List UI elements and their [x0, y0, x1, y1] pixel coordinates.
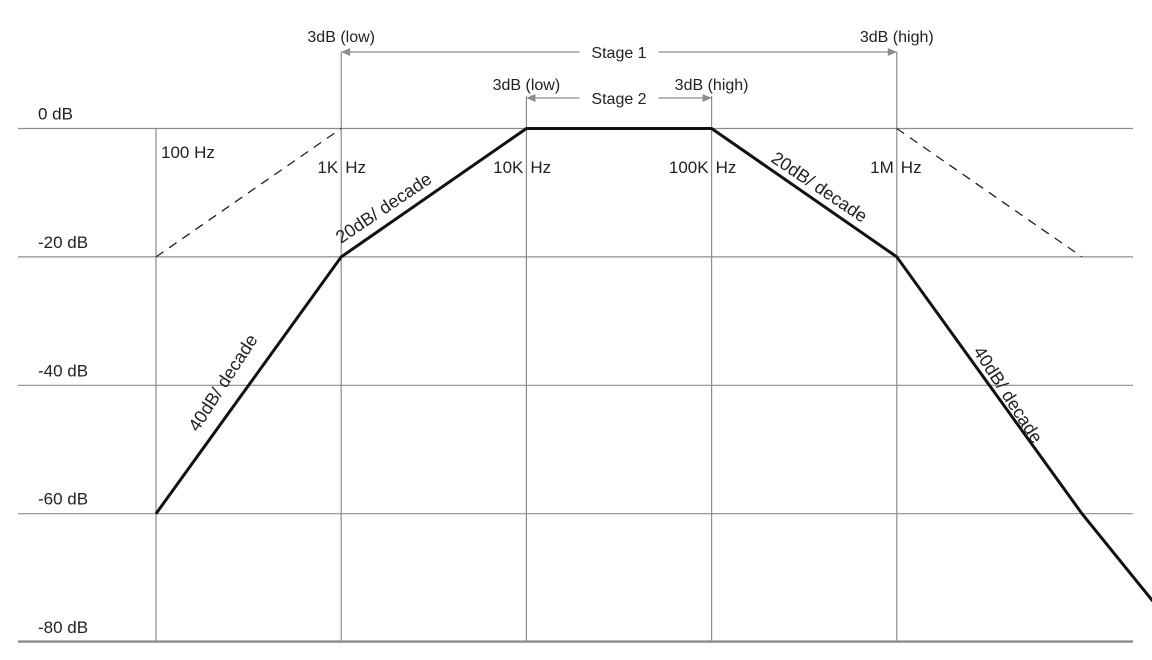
stage1-arrowhead-right: [887, 48, 897, 56]
x-tick-label-unit: Hz: [901, 158, 922, 177]
gridlines: [18, 52, 1133, 643]
y-tick-label: -80 dB: [38, 618, 88, 637]
stage1-arrowhead-left: [341, 48, 351, 56]
y-tick-label: -60 dB: [38, 490, 88, 509]
stage1-label: Stage 1: [591, 45, 646, 62]
asymptote-lines: [155, 127, 1083, 258]
slope-label-right-shallow: 20dB/ decade: [768, 148, 871, 227]
y-axis-labels: 0 dB -20 dB -40 dB -60 dB -80 dB: [38, 105, 88, 638]
x-axis-labels: 100 Hz 1K Hz 10K Hz 100K Hz 1M Hz: [161, 143, 922, 177]
x-tick-label-unit: Hz: [345, 158, 366, 177]
asymptote-dashed-line: [896, 127, 1083, 258]
x-tick-label-unit: Hz: [716, 158, 737, 177]
response-curve: [154, 127, 1152, 603]
response-line: [154, 127, 1152, 603]
stage-bandwidth-markers: Stage 1 3dB (low) 3dB (high) Stage 2 3dB (lo…: [307, 29, 933, 108]
slope-label-right-steep: 40dB/ decade: [969, 343, 1046, 447]
stage2-label: Stage 2: [591, 91, 646, 108]
x-tick-label: 1M: [870, 158, 894, 177]
stage1-high-label: 3dB (high): [860, 29, 934, 46]
x-tick-label: 100 Hz: [161, 143, 215, 162]
x-tick-label: 10K: [493, 158, 524, 177]
stage2-arrowhead-right: [702, 94, 712, 102]
stage2-high-label: 3dB (high): [675, 77, 749, 94]
x-tick-label: 100K: [669, 158, 709, 177]
stage2-arrowhead-left: [526, 94, 536, 102]
stage1-low-label: 3dB (low): [307, 29, 375, 46]
x-tick-label: 1K: [317, 158, 338, 177]
stage2-low-label: 3dB (low): [493, 77, 561, 94]
asymptote-dashed-line: [155, 127, 342, 258]
y-tick-label: -40 dB: [38, 361, 88, 380]
slope-label-left-shallow: 20dB/ decade: [332, 169, 435, 248]
y-tick-label: -20 dB: [38, 233, 88, 252]
y-tick-label: 0 dB: [38, 105, 73, 124]
x-tick-label-unit: Hz: [530, 158, 551, 177]
